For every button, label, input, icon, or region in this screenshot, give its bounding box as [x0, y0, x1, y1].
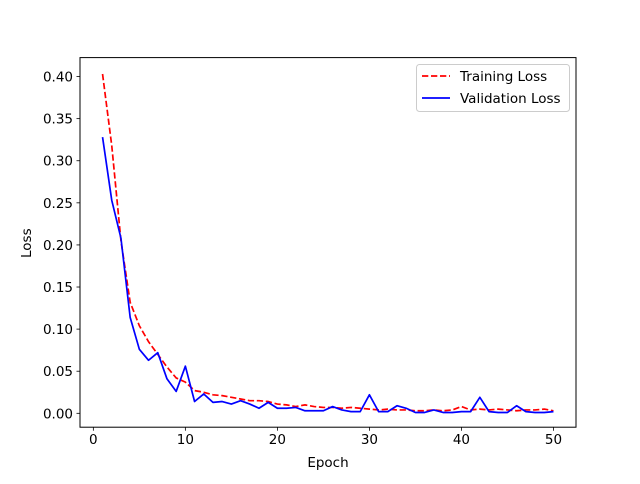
legend: Training Loss Validation Loss [416, 64, 570, 112]
series-line-validation-loss [101, 137, 554, 414]
y-tick-label: 0.25 [43, 196, 73, 212]
y-tick-label: 0.20 [43, 238, 73, 254]
x-axis-label: Epoch [307, 455, 348, 471]
y-tick-label: 0.30 [43, 154, 73, 170]
y-tick-label: 0.40 [43, 70, 73, 86]
plot-lines [101, 73, 554, 414]
legend-training-label: Training Loss [459, 69, 547, 85]
legend-validation-label: Validation Loss [460, 91, 561, 107]
series-line-training-loss [101, 73, 554, 412]
y-axis-label: Loss [19, 228, 35, 258]
x-tick-label: 40 [453, 432, 470, 448]
axes-frame [79, 57, 577, 428]
y-axis-ticks: 0.00 0.05 0.10 0.15 0.20 0.25 0.30 0.35 0.40 [43, 70, 80, 422]
y-tick-label: 0.15 [43, 280, 73, 296]
x-tick-label: 0 [89, 432, 98, 448]
y-tick-label: 0.05 [43, 364, 73, 380]
x-axis-ticks: 0 10 20 30 40 50 [89, 427, 562, 448]
legend-box [416, 64, 570, 112]
x-tick-label: 50 [545, 432, 562, 448]
x-tick-label: 30 [361, 432, 378, 448]
y-tick-label: 0.35 [43, 112, 73, 128]
y-tick-label: 0.10 [43, 322, 73, 338]
x-tick-label: 10 [177, 432, 194, 448]
x-tick-label: 20 [269, 432, 286, 448]
y-tick-label: 0.00 [43, 406, 73, 422]
